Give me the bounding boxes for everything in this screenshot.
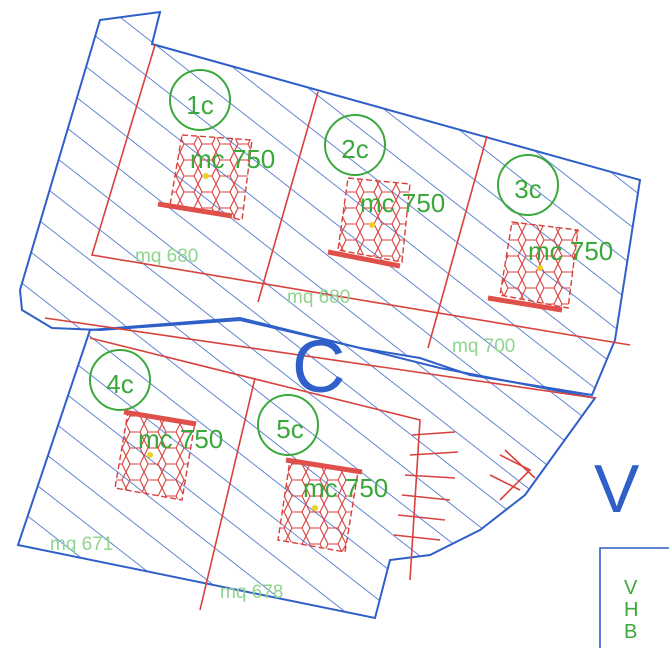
mc-volume-label: mc 750 <box>360 188 445 218</box>
frontage-bar <box>285 457 363 475</box>
center-marker <box>369 222 375 228</box>
lot-3c: 3c mc 750 mq 700 <box>452 154 613 357</box>
upper-block-outline <box>18 10 642 397</box>
frontage-bar <box>123 409 197 427</box>
legend-line-3: B <box>624 621 637 643</box>
block-letter: C <box>292 325 345 408</box>
lot-id-ring <box>257 394 319 456</box>
subdivision-lines <box>44 44 631 611</box>
legend-box: V H B <box>599 547 669 648</box>
legend-line-2: H <box>624 599 638 621</box>
lot-id-ring <box>497 154 559 216</box>
lot-id-label: 5c <box>276 414 303 444</box>
center-marker <box>147 452 153 458</box>
mc-volume-label: mc 750 <box>190 144 275 174</box>
lot-id-label: 1c <box>186 90 213 120</box>
mq-area-label: mq 678 <box>220 582 283 603</box>
lot-id-label: 2c <box>341 134 368 164</box>
legend-line-1: V <box>624 577 638 599</box>
lot-4c: 4c mc 750 mq 671 <box>50 349 223 555</box>
lot-id-label: 4c <box>106 369 133 399</box>
frontage-bar <box>327 249 401 269</box>
center-marker <box>203 173 209 179</box>
lot-1c: 1c mc 750 mq 680 <box>135 69 275 267</box>
mq-area-label: mq 680 <box>287 287 350 308</box>
lot-id-ring <box>324 114 386 176</box>
mq-area-label: mq 671 <box>50 534 113 555</box>
frontage-bar <box>487 295 563 313</box>
mq-area-label: mq 680 <box>135 246 198 267</box>
lot-id-ring <box>169 69 231 131</box>
lot-5c: 5c mc 750 mq 678 <box>220 394 388 603</box>
building-footprint <box>337 177 411 263</box>
lot-id-ring <box>89 349 151 411</box>
building-footprint <box>499 221 579 309</box>
mc-volume-label: mc 750 <box>138 424 223 454</box>
building-footprint <box>169 134 253 221</box>
lot-id-label: 3c <box>514 174 541 204</box>
center-marker <box>312 505 318 511</box>
mc-volume-label: mc 750 <box>303 473 388 503</box>
side-letter: V <box>594 451 640 527</box>
mq-area-label: mq 700 <box>452 336 515 357</box>
center-marker <box>537 265 543 271</box>
frontage-bar <box>157 201 233 219</box>
lot-2c: 2c mc 750 mq 680 <box>287 114 445 308</box>
mc-volume-label: mc 750 <box>528 236 613 266</box>
